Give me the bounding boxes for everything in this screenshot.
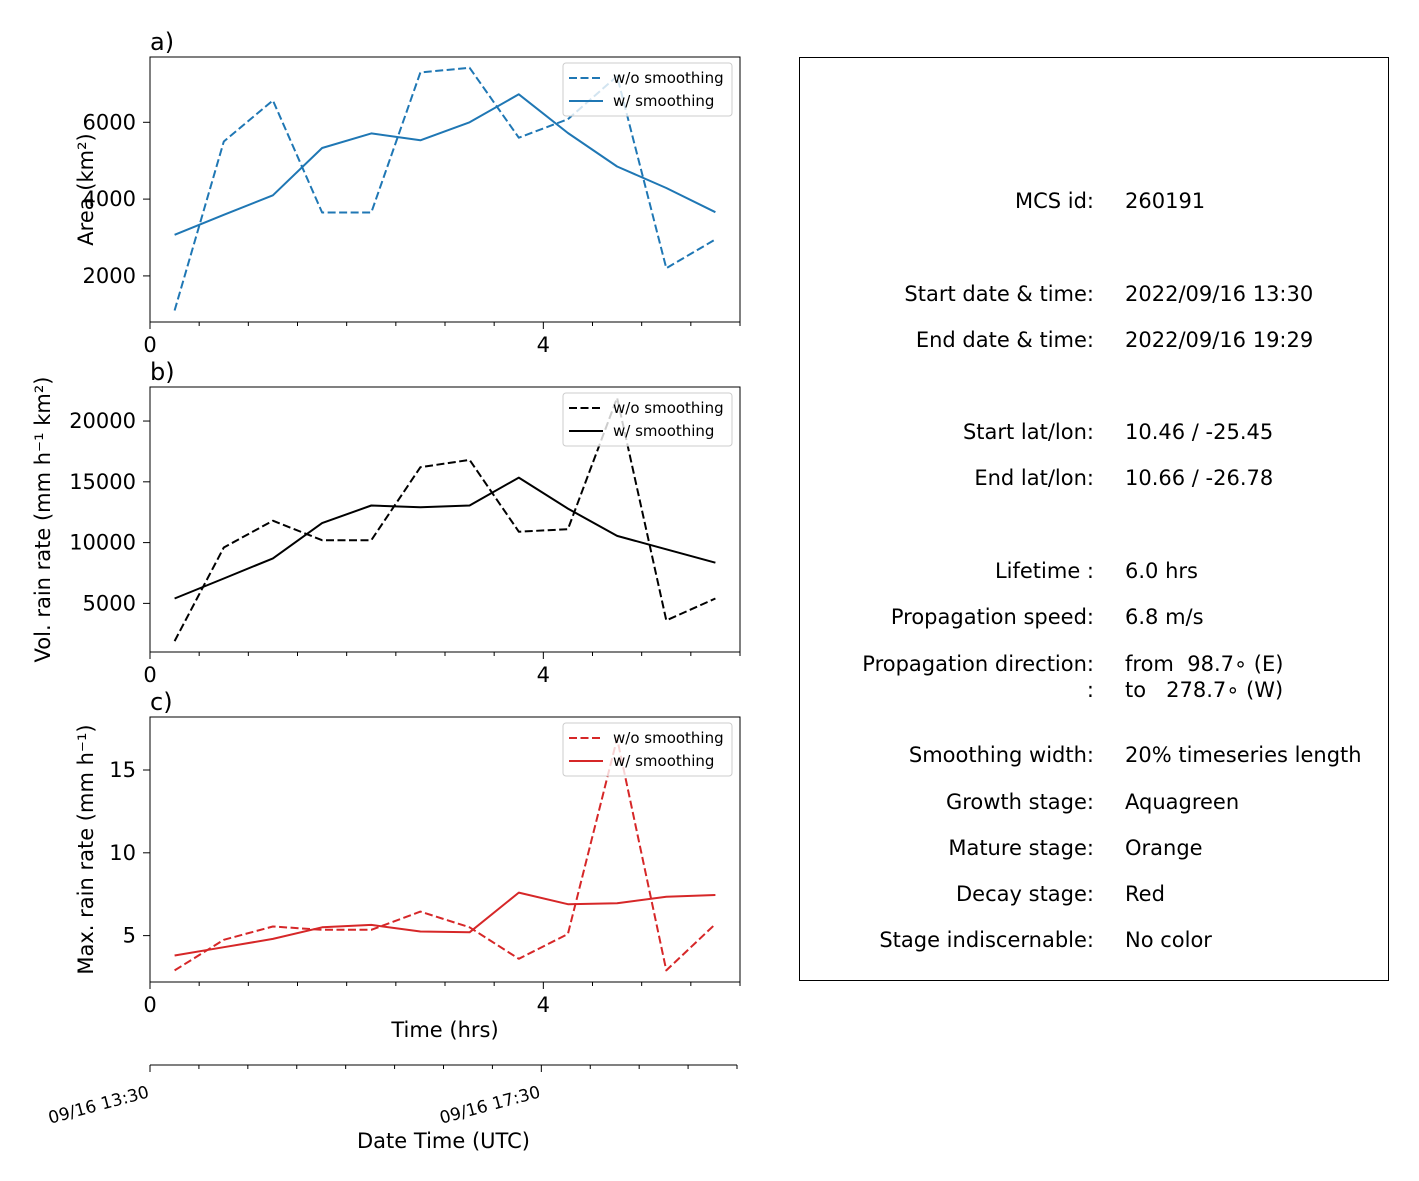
panel-3: 0 4 5 10 15 Max. rain rate (mm h⁻¹) c) w/o smoo… [74,688,741,1017]
series-line-smoothed [174,476,716,600]
datetime-axis-label: Date Time (UTC) [357,1129,530,1153]
y-axis-label: Area (km²) [74,133,98,245]
info-value: 6.8 m/s [1125,605,1204,629]
series-line-smoothed [174,891,716,957]
info-label: Start date & time: [904,282,1094,306]
x-tick-label: 4 [537,663,550,687]
info-value: Orange [1125,836,1203,860]
legend-box [562,62,733,117]
time-axis-label: Time (hrs) [390,1018,498,1042]
info-value: 20% timeseries length [1125,743,1362,767]
info-label: Stage indiscernable: [879,928,1094,952]
y-tick-label: 4000 [83,187,136,211]
info-label: Growth stage: [945,790,1094,814]
x-tick-label: 0 [143,333,156,357]
legend-entry: w/o smoothing [613,399,724,417]
info-value: 2022/09/16 13:30 [1125,282,1314,306]
legend-entry: w/ smoothing [613,422,714,440]
info-label: MCS id: [1014,189,1094,213]
info-label: Propagation direction: [862,652,1094,676]
panel-label: c) [150,688,173,716]
info-value: Aquagreen [1125,790,1240,814]
info-value: to 278.7∘ (W) [1125,678,1284,702]
legend-box [562,392,733,447]
info-label: Mature stage: [948,836,1094,860]
legend-entry: w/o smoothing [613,729,724,747]
legend-entry: w/o smoothing [613,69,724,87]
info-label: Start lat/lon: [962,420,1094,444]
x-tick-label: 4 [537,333,550,357]
info-value: 6.0 hrs [1125,559,1198,583]
info-panel: MCS id: 260191 Start date & time: 2022/0… [799,57,1389,981]
datetime-tick-label: 09/16 17:30 [438,1083,543,1129]
y-axis-label: Max. rain rate (mm h⁻¹) [74,724,98,974]
info-value: 10.46 / -25.45 [1125,420,1274,444]
panel-2: 0 4 5000 10000 15000 20000 Vol. rain rate (mm … [31,358,741,687]
y-tick-label: 10 [109,841,136,865]
legend: w/o smoothing w/ smoothing [562,392,733,447]
info-label: Propagation speed: [890,605,1094,629]
panel-label: b) [150,358,175,386]
info-value: No color [1125,928,1212,952]
legend-box [562,722,733,777]
series-line-smoothed [174,93,716,236]
info-label: : [1086,678,1094,702]
info-label: Decay stage: [956,882,1094,906]
info-value: 2022/09/16 19:29 [1125,328,1314,352]
x-tick-label: 0 [143,663,156,687]
info-label: End lat/lon: [974,466,1094,490]
panel-label: a) [150,28,174,56]
info-value: 260191 [1125,189,1206,213]
info-value: 10.66 / -26.78 [1125,466,1274,490]
y-tick-label: 6000 [83,110,136,134]
x-tick-label: 0 [143,993,156,1017]
legend-entry: w/ smoothing [613,92,714,110]
y-tick-label: 2000 [83,264,136,288]
y-tick-label: 20000 [69,409,136,433]
info-value: from 98.7∘ (E) [1125,652,1284,676]
legend-entry: w/ smoothing [613,752,714,770]
y-tick-label: 15000 [69,470,136,494]
y-tick-label: 5 [123,924,136,948]
y-axis-label: Vol. rain rate (mm h⁻¹ km²) [31,377,55,663]
legend: w/o smoothing w/ smoothing [562,62,733,117]
y-tick-label: 10000 [69,531,136,555]
info-label: End date & time: [915,328,1094,352]
datetime-tick-label: 09/16 13:30 [46,1083,151,1129]
info-label: Smoothing width: [908,743,1094,767]
info-label: Lifetime : [994,559,1094,583]
y-tick-label: 5000 [83,591,136,615]
info-value: Red [1125,882,1165,906]
y-tick-label: 15 [109,758,136,782]
x-tick-label: 4 [537,993,550,1017]
legend: w/o smoothing w/ smoothing [562,722,733,777]
